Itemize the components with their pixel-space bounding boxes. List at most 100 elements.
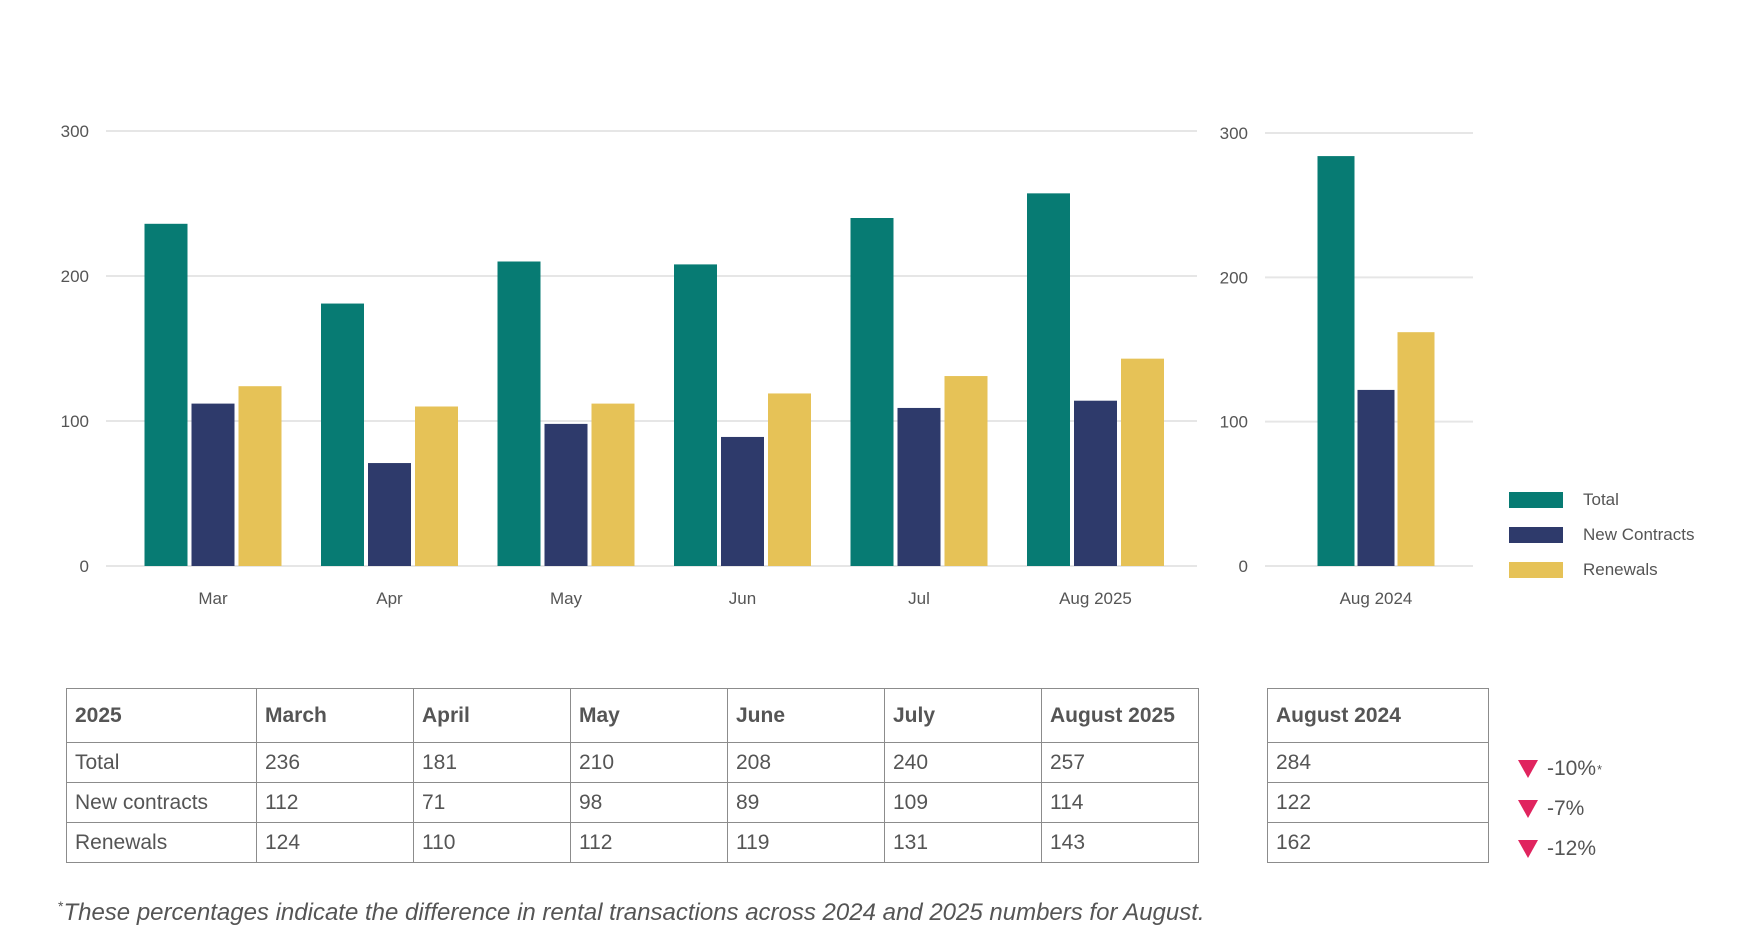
change-renewals: -12% xyxy=(1518,829,1602,869)
y-tick-label: 100 xyxy=(61,412,89,431)
table-header-cell: June xyxy=(727,688,885,743)
table-cell: New contracts xyxy=(66,782,257,823)
down-triangle-icon xyxy=(1518,840,1538,858)
table-row: 162 xyxy=(1267,822,1489,863)
legend-swatch-new-contracts xyxy=(1509,526,1563,543)
table-row: Renewals 124 110 112 119 131 143 xyxy=(66,822,1199,863)
bar-renewals xyxy=(944,376,988,566)
table-cell: 71 xyxy=(413,782,571,823)
table-cell: Renewals xyxy=(66,822,257,863)
footnote-marker: * xyxy=(1597,761,1603,777)
bar-total xyxy=(674,264,717,566)
bar-new-contracts xyxy=(1074,400,1117,566)
table-cell: 143 xyxy=(1041,822,1199,863)
legend-item-total: Total xyxy=(1509,482,1694,517)
table-cell: 114 xyxy=(1041,782,1199,823)
legend-swatch-renewals xyxy=(1509,561,1563,578)
x-tick-label: Jun xyxy=(729,589,756,608)
bar-total xyxy=(321,303,364,566)
bar-renewals xyxy=(1121,358,1164,566)
bar-new-contracts xyxy=(368,463,411,566)
table-row: New contracts 112 71 98 89 109 114 xyxy=(66,782,1199,823)
legend-swatch-total xyxy=(1509,491,1563,508)
footnote: *These percentages indicate the differen… xyxy=(58,898,1205,927)
table-header-cell: March xyxy=(256,688,414,743)
bar-new-contracts xyxy=(897,407,941,566)
x-tick-label: Apr xyxy=(376,589,403,608)
bar-total xyxy=(850,218,894,566)
legend-label: Renewals xyxy=(1583,559,1658,579)
legend-item-renewals: Renewals xyxy=(1509,552,1694,587)
table-cell: Total xyxy=(66,742,257,783)
change-new-contracts: -7% xyxy=(1518,789,1602,829)
table-cell: 89 xyxy=(727,782,885,823)
bar-total xyxy=(144,223,188,567)
bar-total xyxy=(497,261,541,566)
x-tick-label: Jul xyxy=(908,589,930,608)
x-tick-label: Aug 2025 xyxy=(1059,589,1132,608)
percentage-change-list: -10% * -7% -12% xyxy=(1518,749,1602,869)
table-cell: 124 xyxy=(256,822,414,863)
legend-label: New Contracts xyxy=(1583,524,1695,544)
table-header-cell: April xyxy=(413,688,571,743)
legend-item-new-contracts: New Contracts xyxy=(1509,517,1694,552)
bar-new-contracts xyxy=(544,423,588,566)
table-cell: 208 xyxy=(727,742,885,783)
main-bar-chart: 0 100 200 300 Mar Apr May Jun Jul Aug 2025 0 100 200… xyxy=(61,122,1473,608)
y-tick-label: 200 xyxy=(61,267,89,286)
table-header-cell: August 2025 xyxy=(1041,688,1199,743)
x-tick-label: Aug 2024 xyxy=(1340,589,1413,608)
y-tick-label: 0 xyxy=(1239,557,1248,576)
bar-renewals xyxy=(591,403,635,566)
change-value: -12% xyxy=(1547,837,1597,860)
table-cell: 131 xyxy=(884,822,1042,863)
bar-new-contracts xyxy=(721,436,764,566)
table-cell: 236 xyxy=(256,742,414,783)
bar-renewals xyxy=(415,406,458,566)
y-tick-label: 300 xyxy=(1220,124,1248,143)
table-header-cell: May xyxy=(570,688,728,743)
table-cell: 110 xyxy=(413,822,571,863)
change-value: -10% xyxy=(1547,757,1597,780)
table-header-cell: 2025 xyxy=(66,688,257,743)
table-cell: 112 xyxy=(256,782,414,823)
table-cell: 162 xyxy=(1267,822,1489,863)
bar-renewals xyxy=(238,386,282,566)
bar-renewals xyxy=(1397,332,1435,566)
table-row: Total 236 181 210 208 240 257 xyxy=(66,742,1199,783)
data-table-2024: August 2024 284 122 162 xyxy=(1267,688,1489,863)
table-header-row: August 2024 xyxy=(1267,688,1489,743)
table-cell: 240 xyxy=(884,742,1042,783)
table-cell: 181 xyxy=(413,742,571,783)
y-tick-label: 300 xyxy=(61,122,89,141)
y-tick-label: 200 xyxy=(1220,268,1248,287)
table-cell: 98 xyxy=(570,782,728,823)
table-cell: 112 xyxy=(570,822,728,863)
bar-total xyxy=(1317,156,1355,567)
table-header-cell: July xyxy=(884,688,1042,743)
data-table-2025: 2025 March April May June July August 20… xyxy=(66,688,1199,863)
table-row: 122 xyxy=(1267,782,1489,823)
table-cell: 109 xyxy=(884,782,1042,823)
y-tick-label: 0 xyxy=(80,557,89,576)
bar-total xyxy=(1027,193,1070,566)
x-tick-label: May xyxy=(550,589,583,608)
chart-legend: Total New Contracts Renewals xyxy=(1509,482,1694,587)
down-triangle-icon xyxy=(1518,760,1538,778)
footnote-text: These percentages indicate the differenc… xyxy=(63,899,1205,926)
table-header-row: 2025 March April May June July August 20… xyxy=(66,688,1199,743)
table-cell: 122 xyxy=(1267,782,1489,823)
down-triangle-icon xyxy=(1518,800,1538,818)
bar-new-contracts xyxy=(1357,389,1395,566)
y-tick-label: 100 xyxy=(1220,413,1248,432)
change-value: -7% xyxy=(1547,797,1585,820)
table-header-cell: August 2024 xyxy=(1267,688,1489,743)
legend-label: Total xyxy=(1583,489,1619,509)
footnote-marker: * xyxy=(58,898,64,914)
table-cell: 257 xyxy=(1041,742,1199,783)
table-cell: 284 xyxy=(1267,742,1489,783)
bar-renewals xyxy=(768,393,811,566)
table-row: 284 xyxy=(1267,742,1489,783)
bar-new-contracts xyxy=(191,403,235,566)
table-cell: 119 xyxy=(727,822,885,863)
